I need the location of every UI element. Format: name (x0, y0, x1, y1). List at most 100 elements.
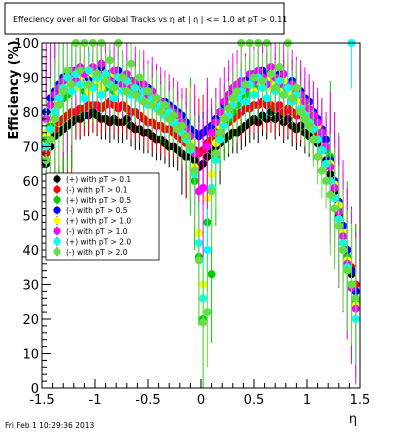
data-point (110, 83, 119, 92)
y-tick-label: 10 (22, 348, 39, 363)
axes: 0 10 20 30 40 50 60 70 80 90 100 -1.5 -1 -0.5 0 0.5 1 1.5 (14, 37, 370, 408)
data-point (309, 135, 318, 144)
legend-marker (53, 248, 61, 256)
data-point (347, 280, 356, 289)
data-point (199, 183, 208, 192)
data-point (220, 114, 229, 123)
y-tick-label: 70 (22, 141, 39, 156)
x-axis-label: η (349, 412, 357, 427)
data-point (190, 166, 199, 175)
data-point (54, 101, 63, 110)
data-point (241, 80, 250, 89)
y-tick-label: 30 (22, 279, 39, 294)
data-point (67, 80, 76, 89)
data-point (339, 246, 348, 254)
data-point (80, 94, 89, 103)
y-tick-label: 100 (14, 37, 39, 52)
legend: (+) with pT > 0.1(-) with pT > 0.1 (+) wi… (45, 172, 160, 261)
y-tick-label: 90 (22, 72, 39, 87)
data-point (224, 104, 233, 113)
y-tick-label: 50 (22, 210, 39, 225)
legend-marker (53, 196, 61, 204)
data-point (207, 187, 216, 196)
chart-title: Effeciency over all for Global Tracks vs… (13, 15, 287, 24)
title-box (4, 2, 285, 35)
data-point (262, 94, 271, 103)
legend-label: (+) with pT > 2.0 (66, 237, 131, 246)
legend-label: (+) with pT > 0.1 (66, 175, 131, 184)
data-point (233, 87, 242, 96)
legend-marker (53, 185, 61, 193)
data-point (203, 142, 212, 151)
data-point (250, 73, 258, 82)
data-point (118, 73, 127, 82)
data-point (76, 66, 85, 75)
timestamp: Fri Feb 1 10:29:36 2013 (5, 421, 95, 430)
legend-label: (-) with pT > 0.1 (66, 185, 128, 194)
x-tick-label: -1 (89, 393, 102, 408)
legend-marker (53, 227, 61, 235)
data-point (216, 128, 225, 137)
series-7 (42, 39, 360, 378)
data-point (288, 94, 297, 103)
x-tick-label: -0.5 (135, 393, 160, 408)
data-point (199, 318, 208, 327)
data-point (122, 87, 131, 96)
data-point (228, 94, 237, 103)
y-axis-label: Efficiency (%) (7, 40, 22, 139)
data-point (46, 135, 55, 144)
data-point (59, 87, 68, 96)
data-point (292, 83, 301, 92)
legend-label: (+) with pT > 0.5 (66, 196, 131, 205)
data-point (313, 152, 322, 161)
x-tick-label: 1.5 (350, 393, 371, 408)
chart-marks (42, 39, 360, 388)
x-tick-label: -1.5 (29, 393, 54, 408)
data-point (84, 80, 93, 89)
data-point (258, 76, 267, 85)
data-point (131, 90, 140, 99)
data-point (207, 128, 216, 137)
data-point (334, 221, 343, 230)
data-point (326, 190, 335, 199)
data-point (266, 70, 275, 79)
data-point (160, 101, 169, 110)
legend-marker (53, 217, 61, 225)
data-point (211, 149, 220, 158)
data-point (177, 121, 186, 130)
data-point (50, 114, 59, 123)
legend-label: (+) with pT > 1.0 (66, 217, 131, 226)
data-point (101, 76, 110, 85)
data-point (105, 56, 114, 65)
data-point (169, 111, 178, 120)
data-point (186, 142, 195, 151)
data-point (343, 266, 352, 275)
data-point (275, 63, 284, 72)
data-point (330, 204, 339, 213)
x-tick-label: 1 (303, 393, 311, 408)
data-point (305, 121, 314, 130)
data-point (203, 246, 212, 254)
data-point (152, 94, 161, 103)
y-tick-label: 60 (22, 175, 39, 190)
x-tick-label: 0.5 (244, 393, 265, 408)
data-point (271, 83, 280, 92)
data-point (207, 270, 216, 279)
data-point (322, 177, 331, 185)
data-point (127, 59, 136, 68)
data-point (317, 166, 326, 175)
legend-label: (-) with pT > 0.5 (66, 206, 128, 215)
data-point (300, 114, 309, 123)
x-tick-label: 0 (197, 393, 205, 408)
data-point (63, 66, 72, 75)
data-point (97, 90, 106, 99)
y-tick-label: 80 (22, 106, 39, 121)
y-tick-label: 20 (22, 313, 39, 328)
legend-label: (-) with pT > 1.0 (66, 227, 128, 236)
data-point (135, 73, 144, 82)
y-tick-label: 0 (31, 382, 39, 397)
data-point (279, 90, 288, 99)
data-point (93, 70, 102, 79)
data-point (351, 294, 360, 303)
